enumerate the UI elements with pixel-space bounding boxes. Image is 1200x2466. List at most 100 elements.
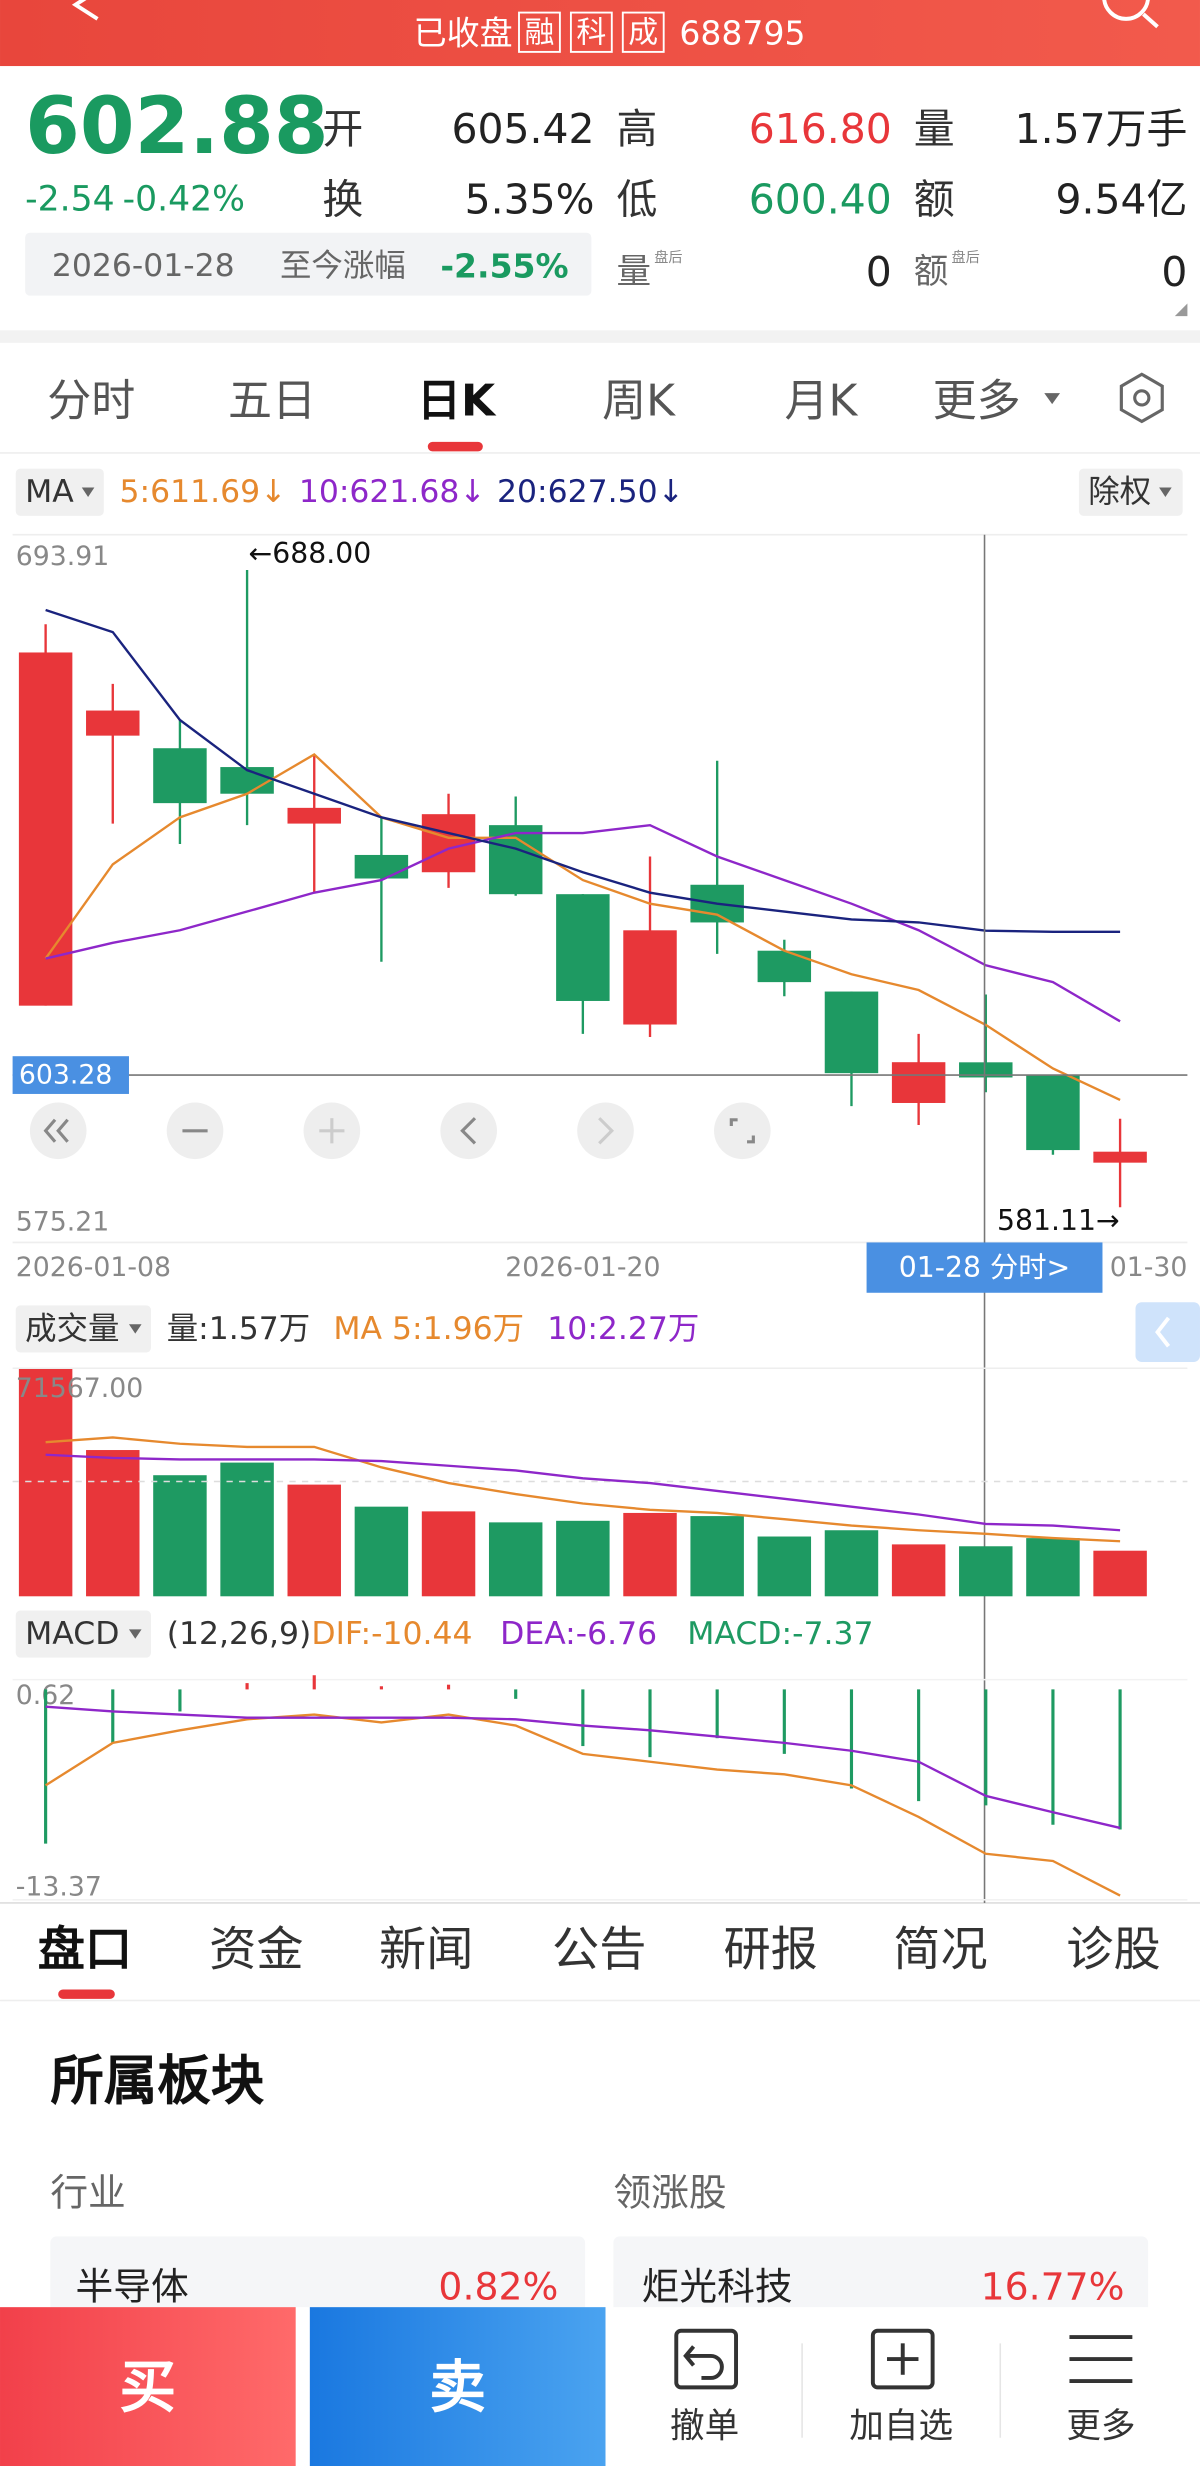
move-right[interactable]	[577, 1102, 634, 1160]
period-tab[interactable]: 更多	[933, 376, 1021, 427]
y-tick-label: 575.21	[16, 1206, 109, 1237]
last-price: 602.88	[25, 80, 328, 172]
settings-button[interactable]	[1119, 372, 1164, 424]
info-tab[interactable]: 简况	[893, 1923, 987, 1978]
candle-body	[623, 930, 677, 1025]
field-sup: 盘后	[951, 249, 979, 266]
candle-body	[86, 710, 140, 736]
field-value: 0	[866, 248, 892, 296]
price-change: -2.54	[25, 180, 114, 220]
field-label: 量	[914, 105, 955, 153]
period-tab[interactable]: 五日	[228, 376, 316, 427]
field-value: 600.40	[749, 176, 892, 224]
action-label[interactable]: 撤单	[670, 2407, 739, 2447]
volume-bar	[153, 1475, 207, 1597]
high-label: ←688.00	[249, 537, 372, 570]
crosshair-date-box[interactable]	[866, 1242, 1103, 1293]
candle-body	[488, 825, 543, 895]
macd-line	[45, 1705, 1121, 1830]
info-tab[interactable]: 盘口	[38, 1923, 132, 1978]
field-value: 605.42	[451, 105, 594, 153]
dropdown-icon	[128, 1629, 142, 1639]
period-tab[interactable]: 月K	[785, 376, 859, 427]
sector-change: 0.82%	[438, 2265, 558, 2309]
candle-body	[824, 991, 879, 1074]
info-tab[interactable]: 研报	[723, 1923, 817, 1978]
indicator-name: MACD	[25, 1616, 119, 1652]
dropdown-icon	[128, 1324, 142, 1334]
fullscreen[interactable]	[714, 1102, 771, 1160]
badge-boxes	[518, 11, 665, 53]
volume-bar	[287, 1484, 341, 1597]
action-label[interactable]: 加自选	[849, 2407, 953, 2447]
info-tab[interactable]: 公告	[552, 1923, 646, 1978]
status-text: 已收盘	[414, 14, 513, 53]
legend-entry: DIF:-10.44	[311, 1616, 472, 1652]
candle-body	[959, 1062, 1013, 1078]
field-value: 616.80	[749, 105, 892, 153]
indicator-select[interactable]	[15, 1610, 151, 1658]
macd-line	[44, 1713, 1121, 1897]
legend-entry: DEA:-6.76	[500, 1616, 657, 1652]
candle-body	[153, 748, 207, 804]
volume-bar	[1026, 1538, 1080, 1597]
nav-icons	[43, 1117, 755, 1145]
field-sup: 盘后	[654, 249, 682, 266]
field-label: 开	[322, 105, 363, 153]
volume-bar	[556, 1520, 610, 1597]
buy-button[interactable]	[0, 2307, 296, 2466]
back-button[interactable]	[71, 0, 99, 21]
y-tick-label: -13.37	[16, 1872, 102, 1903]
section-title: 所属板块	[50, 2049, 264, 2112]
y-tick-label: 693.91	[16, 541, 109, 572]
field-value: 5.35%	[465, 176, 595, 224]
volume-bar	[1093, 1550, 1147, 1597]
volume-bar	[891, 1544, 946, 1597]
sell-button[interactable]	[309, 2307, 606, 2466]
candle-body	[18, 652, 73, 1006]
action-icons	[674, 2328, 1133, 2390]
search-button[interactable]	[1102, 0, 1159, 29]
info-tab[interactable]: 资金	[209, 1923, 303, 1978]
separator	[0, 330, 1200, 343]
action-label[interactable]: 更多	[1066, 2407, 1135, 2447]
period-tab[interactable]: 分时	[47, 376, 135, 427]
period-tab[interactable]: 日K	[417, 376, 497, 427]
since-value: -2.55%	[440, 246, 568, 285]
field-value: 9.54亿	[1056, 176, 1188, 224]
candle-body	[220, 767, 274, 794]
volume-bar	[757, 1536, 812, 1597]
volume-bar	[488, 1522, 543, 1597]
period-tab[interactable]: 周K	[602, 376, 676, 427]
candle-body	[891, 1062, 946, 1103]
candle-body	[1093, 1151, 1147, 1163]
quote-date: 2026-01-28	[52, 248, 235, 284]
crosshair-price: 603.28	[19, 1060, 112, 1091]
since-label: 至今涨幅	[280, 248, 406, 284]
info-tab[interactable]: 新闻	[379, 1923, 473, 1978]
side-tab[interactable]	[1135, 1302, 1200, 1362]
info-tab[interactable]: 诊股	[1066, 1923, 1160, 1978]
candle-body	[354, 854, 409, 879]
candle-body	[556, 894, 610, 1001]
volume-bar	[220, 1462, 274, 1597]
low-label: 581.11→	[997, 1204, 1120, 1237]
stock-code: 688795	[679, 14, 805, 53]
field-value: 0	[1161, 248, 1187, 296]
indicator-select[interactable]	[15, 1305, 151, 1353]
field-label: 额	[914, 176, 955, 224]
indicator-select[interactable]	[15, 468, 104, 516]
badge: 科	[576, 16, 606, 51]
ma-line	[45, 823, 1121, 1023]
move-left[interactable]	[440, 1102, 497, 1160]
adjust-select[interactable]	[1078, 468, 1183, 516]
sell-label: 卖	[429, 2354, 486, 2420]
legend-entry: 5:611.69↓	[120, 474, 287, 510]
volume-bar	[690, 1516, 744, 1597]
x-tick-label: 2026-01-08	[16, 1252, 171, 1283]
status-bar	[0, 0, 1200, 67]
field-label: 低	[617, 176, 658, 224]
field-label: 量	[617, 252, 652, 292]
